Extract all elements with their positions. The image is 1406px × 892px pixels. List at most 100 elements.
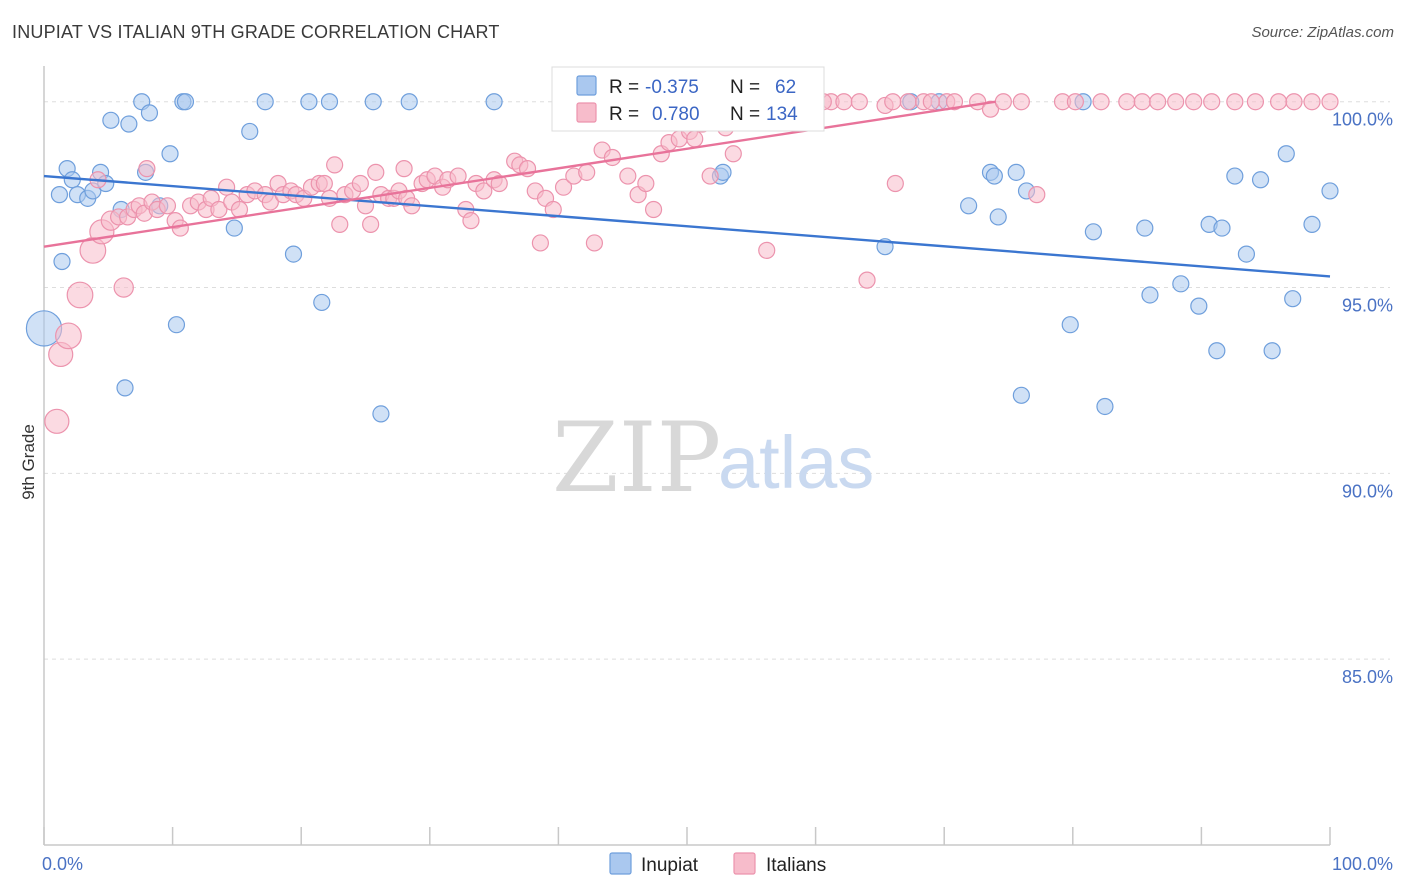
legend-r-label-inupiat: R =: [609, 77, 639, 98]
data-point: [758, 241, 776, 259]
data-point: [1321, 182, 1339, 200]
data-point: [372, 405, 390, 423]
data-point: [1149, 93, 1167, 111]
data-point: [981, 100, 1000, 118]
data-point: [138, 160, 156, 178]
data-point: [1133, 93, 1151, 111]
data-point: [554, 178, 573, 196]
data-point: [158, 197, 177, 215]
series-legend: Inupiat Italians: [609, 852, 826, 876]
data-point: [367, 163, 385, 181]
data-point: [1012, 386, 1030, 404]
data-point: [724, 145, 742, 163]
data-point: [315, 174, 333, 193]
data-point: [320, 93, 339, 111]
data-point: [701, 167, 719, 185]
data-point: [161, 145, 179, 163]
data-point: [1096, 397, 1114, 416]
data-point: [603, 148, 622, 167]
data-point: [167, 316, 186, 334]
data-point: [300, 93, 318, 111]
data-point: [120, 115, 138, 133]
data-point: [637, 174, 655, 193]
legend-n-value-inupiat: 62: [775, 77, 796, 98]
series-legend-label-italians: Italians: [766, 855, 826, 876]
data-point: [1084, 223, 1102, 241]
data-point: [1136, 219, 1154, 237]
data-point: [313, 293, 331, 312]
data-point: [960, 197, 978, 215]
data-point: [945, 93, 964, 111]
data-point: [544, 200, 562, 219]
watermark-atlas: atlas: [718, 421, 874, 504]
y-tick-label: 90.0%: [1342, 481, 1393, 501]
data-point: [1237, 245, 1256, 263]
data-point: [140, 104, 159, 122]
data-point: [644, 200, 663, 219]
data-point: [1066, 93, 1084, 111]
axes-layer: 85.0% 90.0% 95.0% 100.0% 0.0% 100.0%: [42, 66, 1393, 874]
data-point: [922, 93, 940, 111]
data-point: [1141, 286, 1159, 304]
data-point: [66, 281, 94, 309]
grid-layer: [44, 101, 1390, 660]
data-point: [1285, 93, 1303, 111]
data-point: [171, 219, 189, 237]
series-italians: [44, 93, 1339, 434]
data-point: [585, 234, 604, 252]
data-point: [531, 234, 549, 252]
data-point: [1277, 145, 1295, 163]
data-point: [485, 93, 503, 111]
data-point: [1269, 93, 1288, 111]
legend-r-value-inupiat: -0.375: [645, 77, 699, 98]
data-point: [1226, 93, 1244, 111]
data-point: [1208, 342, 1226, 360]
data-point: [116, 379, 134, 397]
data-point: [1167, 93, 1185, 111]
series-legend-swatch-inupiat: [609, 852, 632, 875]
series-legend-label-inupiat: Inupiat: [641, 855, 699, 876]
data-point: [858, 271, 876, 289]
data-point: [1203, 93, 1221, 111]
data-point: [326, 156, 344, 174]
data-point: [50, 186, 69, 204]
data-point: [225, 219, 243, 237]
data-point: [55, 322, 82, 350]
data-point: [1284, 290, 1302, 308]
data-point: [994, 93, 1012, 111]
y-tick-label: 100.0%: [1332, 110, 1393, 130]
data-point: [1213, 219, 1231, 237]
data-point: [1092, 93, 1110, 111]
data-point: [686, 130, 704, 148]
data-point: [362, 215, 380, 233]
data-point: [886, 174, 904, 193]
points-layer: [25, 93, 1339, 434]
legend-n-label-inupiat: N =: [730, 77, 760, 98]
source-attribution: Source: ZipAtlas.com: [1251, 24, 1394, 41]
data-point: [176, 93, 195, 111]
data-point: [835, 93, 853, 111]
legend-n-value-italians: 134: [766, 104, 798, 125]
data-point: [462, 212, 480, 230]
data-point: [1226, 167, 1244, 185]
data-point: [1263, 342, 1281, 360]
data-point: [475, 182, 493, 200]
data-point: [400, 93, 418, 111]
data-point: [395, 160, 413, 178]
x-tick-label: 100.0%: [1332, 854, 1393, 874]
data-point: [899, 93, 917, 111]
watermark: ZIP atlas: [552, 402, 874, 514]
data-point: [1012, 93, 1030, 111]
data-point: [1303, 93, 1321, 111]
data-point: [284, 245, 303, 263]
stats-legend-frame: [551, 66, 825, 132]
watermark-zip: ZIP: [552, 402, 721, 514]
legend-swatch-italians: [576, 102, 597, 123]
data-point: [1321, 93, 1339, 111]
data-point: [210, 200, 228, 219]
data-point: [490, 174, 508, 193]
data-point: [331, 215, 349, 233]
series-legend-swatch-italians: [733, 852, 756, 875]
data-point: [1251, 171, 1270, 189]
